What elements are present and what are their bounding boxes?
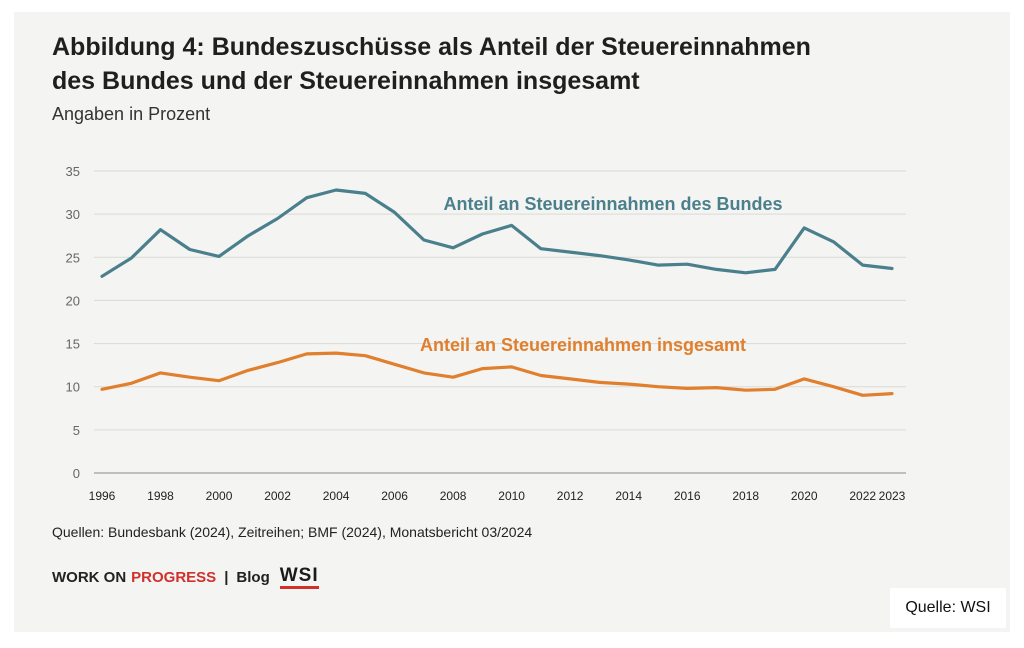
title-line-1: Abbildung 4: Bundeszuschüsse als Anteil … [52, 33, 811, 61]
series-label-2: Anteil an Steuereinnahmen insgesamt [420, 335, 746, 355]
series-label-1: Anteil an Steuereinnahmen des Bundes [443, 194, 782, 214]
brand-work-on: WORK ON [52, 569, 127, 586]
series-line-2 [100, 351, 894, 397]
x-tick-label: 2000 [206, 489, 233, 503]
y-axis-ticks: 0 5 10 15 20 25 30 35 [66, 164, 80, 481]
title-line-2: des Bundes und der Steuereinnahmen insge… [52, 67, 640, 95]
x-tick-label: 2020 [791, 489, 818, 503]
x-tick-label: 1996 [89, 489, 116, 503]
x-tick-label: 2008 [440, 489, 467, 503]
x-tick-label: 2002 [264, 489, 291, 503]
x-tick-label: 2014 [615, 489, 642, 503]
series-group [100, 188, 894, 397]
x-axis-ticks: 1996 1998 2000 2002 2004 2006 2008 2010 2012 2014… [89, 489, 906, 503]
wsi-logo: WSI [279, 566, 319, 589]
y-tick-label: 10 [66, 380, 80, 395]
x-tick-label: 2018 [732, 489, 759, 503]
x-tick-label: 2016 [674, 489, 701, 503]
x-tick-label: 2012 [557, 489, 584, 503]
y-tick-label: 0 [73, 466, 80, 481]
y-tick-label: 15 [66, 337, 80, 352]
x-tick-label: 2006 [381, 489, 408, 503]
x-tick-label: 1998 [147, 489, 174, 503]
chart-subtitle: Angaben in Prozent [52, 104, 211, 124]
brand-progress: PROGRESS [131, 569, 217, 586]
y-tick-label: 25 [66, 250, 80, 265]
x-tick-label: 2022 [849, 489, 876, 503]
y-tick-label: 20 [66, 293, 80, 308]
gridlines [94, 170, 906, 474]
brand-footer: WORK ON PROGRESS | Blog WSI [52, 566, 319, 589]
brand-blog: Blog [236, 569, 270, 586]
y-tick-label: 35 [66, 164, 80, 179]
chart-card [14, 12, 1010, 632]
y-tick-label: 30 [66, 207, 80, 222]
x-tick-label: 2010 [498, 489, 525, 503]
x-tick-label: 2023 [879, 489, 906, 503]
x-tick-label: 2004 [323, 489, 350, 503]
y-tick-label: 5 [73, 423, 80, 438]
source-note: Quellen: Bundesbank (2024), Zeitreihen; … [52, 524, 533, 540]
series-line-1 [100, 188, 894, 278]
brand-separator: | [224, 569, 229, 586]
series-labels: Anteil an Steuereinnahmen des Bundes Ante… [420, 194, 783, 355]
image-credit: Quelle: WSI [890, 588, 1006, 628]
chart-title: Abbildung 4: Bundeszuschüsse als Anteil … [52, 30, 811, 98]
